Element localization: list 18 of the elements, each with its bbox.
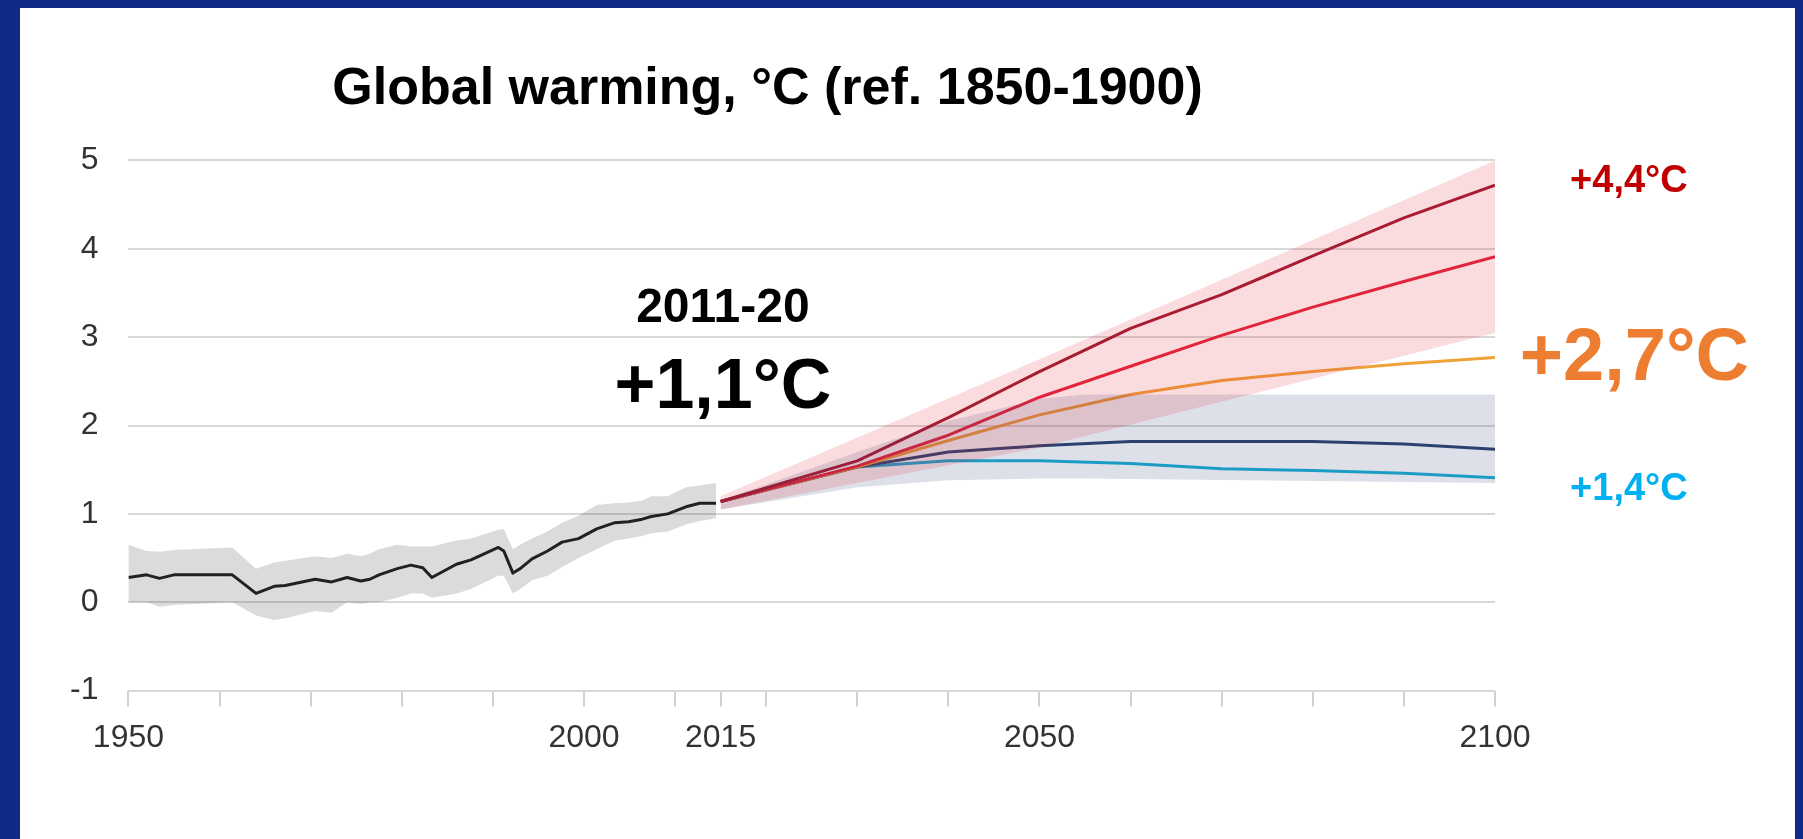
x-tick-label: 2000 [548,717,620,754]
y-tick-label: -1 [70,670,99,707]
text: +1,4°C [1570,465,1688,508]
y-tick-label: 3 [80,316,99,353]
y-tick-label: 4 [80,228,99,265]
text: +4,4°C [1570,158,1688,201]
annotation: +1,1°C [614,344,832,423]
y-tick-label: 2 [80,405,99,442]
x-tick-label: 2015 [685,717,757,754]
annotation: 2011-20 [636,279,810,333]
y-tick-label: 0 [80,582,99,619]
x-tick-label: 1950 [92,717,165,754]
text: +2,7°C [1519,312,1749,396]
x-tick-label: 2050 [1003,717,1076,754]
y-tick-label: 1 [80,493,99,530]
x-tick-label: 2100 [1459,717,1531,754]
chart-title: Global warming, °C (ref. 1850-1900) [332,56,1203,115]
y-tick-label: 5 [80,140,99,177]
